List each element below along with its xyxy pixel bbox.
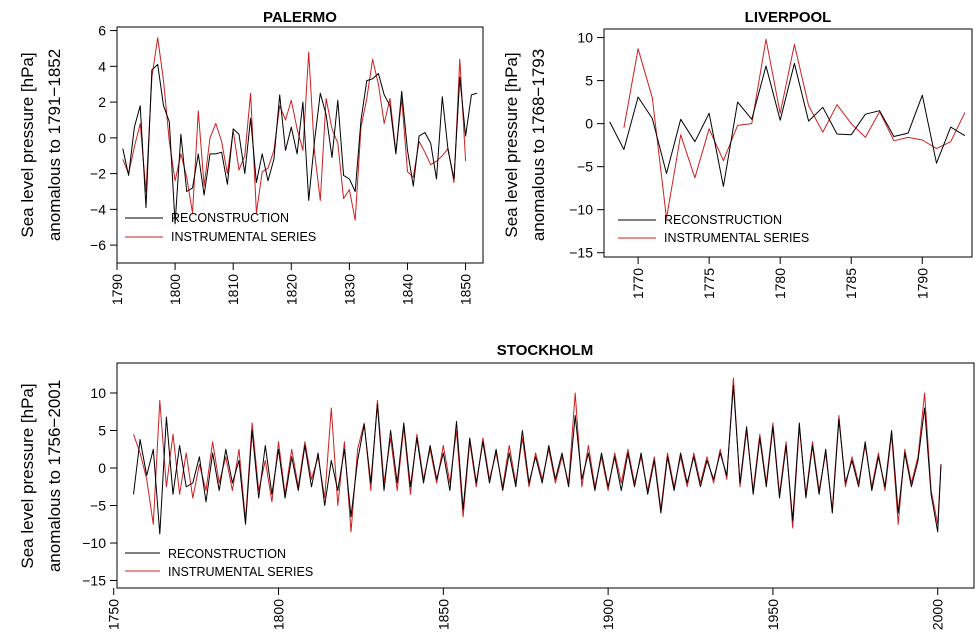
y-tick-label: 4 — [98, 58, 106, 74]
series-line-reconstruction — [133, 385, 942, 535]
axes: −6 −4 −2 0 2 4 6 1790 1800 1810 1820 1830 1840 1850 — [90, 23, 474, 306]
y-tick-label: 10 — [90, 385, 106, 401]
chart-palermo: PALERMO Sea level pressure [hPa] anomalo… — [18, 9, 484, 306]
axes: −15 −10 −5 0 5 10 1770 1775 1780 1785 1790 — [569, 30, 930, 300]
y-tick-label: 0 — [585, 116, 593, 132]
series-lines — [133, 377, 942, 535]
x-tick-label: 1750 — [106, 599, 122, 630]
chart-title: PALERMO — [263, 9, 337, 26]
legend: RECONSTRUCTION INSTRUMENTAL SERIES — [125, 211, 316, 244]
series-lines — [122, 37, 478, 225]
x-tick-label: 1850 — [458, 274, 474, 305]
y-tick-label: 2 — [98, 94, 106, 110]
x-tick-label: 1900 — [600, 599, 616, 630]
series-lines — [609, 38, 966, 219]
x-tick-label: 1820 — [283, 274, 299, 305]
y-axis-label-line2: anomalous to 1791−1852 — [45, 49, 64, 241]
y-tick-label: −5 — [577, 159, 593, 175]
x-tick-label: 1780 — [772, 268, 788, 299]
chart-title: LIVERPOOL — [745, 9, 832, 26]
y-axis-label-line1: Sea level pressure [hPa] — [18, 383, 37, 568]
y-tick-label: −6 — [90, 237, 106, 253]
legend-label-instrumental: INSTRUMENTAL SERIES — [664, 231, 809, 245]
y-tick-label: 0 — [98, 460, 106, 476]
y-tick-label: −4 — [90, 201, 106, 217]
series-line-reconstruction — [609, 62, 966, 187]
x-tick-label: 2000 — [930, 599, 946, 630]
y-tick-label: −5 — [90, 498, 106, 514]
legend: RECONSTRUCTION INSTRUMENTAL SERIES — [125, 547, 313, 579]
x-tick-label: 1800 — [271, 599, 287, 630]
series-line-instrumental — [122, 37, 467, 221]
chart-stockholm: STOCKHOLM Sea level pressure [hPa] anoma… — [18, 342, 975, 630]
legend-label-instrumental: INSTRUMENTAL SERIES — [168, 565, 313, 579]
y-axis-label-line2: anomalous to 1756−2001 — [45, 380, 64, 572]
x-tick-label: 1950 — [765, 599, 781, 630]
x-tick-label: 1790 — [914, 268, 930, 299]
series-line-reconstruction — [122, 64, 478, 225]
y-tick-label: 5 — [585, 73, 593, 89]
y-tick-label: −10 — [569, 202, 593, 218]
x-tick-label: 1770 — [630, 268, 646, 299]
legend: RECONSTRUCTION INSTRUMENTAL SERIES — [618, 213, 809, 245]
chart-title: STOCKHOLM — [497, 342, 593, 359]
y-tick-label: 10 — [577, 30, 593, 46]
x-tick-label: 1785 — [843, 268, 859, 299]
y-tick-label: −10 — [82, 535, 106, 551]
y-tick-label: −15 — [569, 245, 593, 261]
plot-frame — [116, 362, 975, 589]
legend-label-reconstruction: RECONSTRUCTION — [171, 211, 289, 225]
plot-frame — [116, 26, 484, 264]
y-tick-label: 0 — [98, 130, 106, 146]
y-axis-label-line1: Sea level pressure [hPa] — [502, 52, 521, 237]
y-tick-label: 6 — [98, 23, 106, 39]
chart-liverpool: LIVERPOOL Sea level pressure [hPa] anoma… — [502, 9, 973, 300]
series-line-instrumental — [623, 38, 966, 219]
legend-label-instrumental: INSTRUMENTAL SERIES — [171, 230, 316, 244]
x-tick-label: 1810 — [225, 274, 241, 305]
y-tick-label: −2 — [90, 166, 106, 182]
y-axis-label-line1: Sea level pressure [hPa] — [18, 52, 37, 237]
plot-frame — [603, 28, 973, 258]
y-tick-label: −15 — [82, 573, 106, 589]
axes: −15 −10 −5 0 5 10 1750 1800 1850 1900 1950 2000 — [82, 385, 945, 630]
legend-label-reconstruction: RECONSTRUCTION — [168, 547, 286, 561]
x-tick-label: 1800 — [167, 274, 183, 305]
legend-label-reconstruction: RECONSTRUCTION — [664, 213, 782, 227]
y-axis-label-line2: anomalous to 1768−1793 — [529, 49, 548, 241]
x-tick-label: 1830 — [341, 274, 357, 305]
x-tick-label: 1790 — [109, 274, 125, 305]
x-tick-label: 1840 — [399, 274, 415, 305]
x-tick-label: 1850 — [435, 599, 451, 630]
y-tick-label: 5 — [98, 423, 106, 439]
x-tick-label: 1775 — [701, 268, 717, 299]
